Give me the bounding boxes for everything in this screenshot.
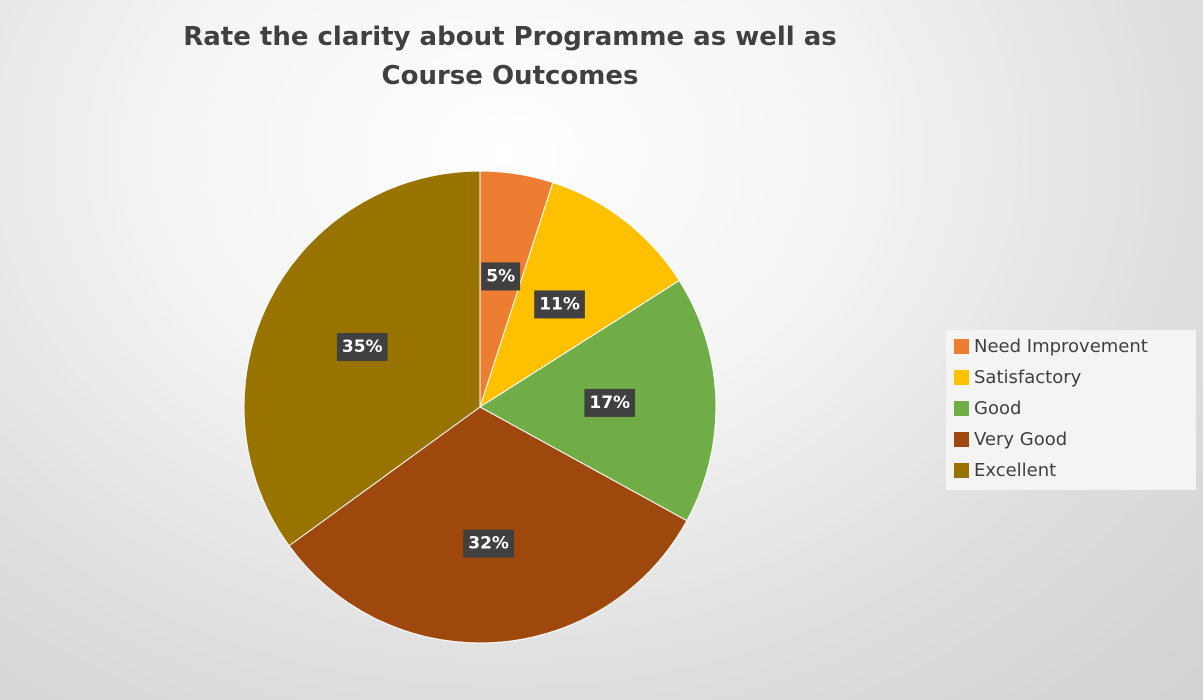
data-label-good: 17% (584, 388, 636, 417)
legend-label-satisfactory: Satisfactory (974, 366, 1082, 388)
data-label-need-improvement: 5% (481, 262, 521, 291)
legend-swatch-need-improvement (954, 338, 969, 354)
legend-swatch-satisfactory (954, 369, 969, 385)
data-label-very-good: 32% (463, 529, 514, 558)
data-label-text-satisfactory: 11% (539, 294, 580, 314)
legend-item-very-good: Very Good (954, 427, 1067, 451)
chart-title: Rate the clarity about Programme as well… (183, 22, 837, 91)
legend-label-need-improvement: Need Improvement (974, 335, 1148, 357)
legend-swatch-good (954, 400, 969, 416)
data-label-box-need-improvement (481, 262, 521, 291)
legend-item-excellent: Excellent (954, 458, 1056, 482)
legend-swatch-very-good (954, 431, 969, 447)
data-label-box-very-good (463, 529, 514, 558)
legend-swatch-excellent (954, 462, 969, 478)
legend: Need Improvement Satisfactory Good Very Goo… (946, 330, 1196, 490)
legend-label-very-good: Very Good (974, 428, 1068, 450)
data-label-satisfactory: 11% (534, 290, 585, 319)
legend-label-good: Good (974, 397, 1022, 419)
pie-slice-very-good (288, 406, 688, 644)
data-label-box-good (584, 388, 636, 417)
data-label-text-good: 17% (589, 393, 630, 413)
legend-item-satisfactory: Satisfactory (954, 365, 1081, 389)
legend-item-need-improvement: Need Improvement (954, 334, 1148, 358)
data-label-text-excellent: 35% (342, 337, 383, 357)
data-label-text-very-good: 32% (468, 534, 509, 554)
data-label-text-need-improvement: 5% (486, 266, 515, 286)
data-label-box-satisfactory (534, 290, 585, 319)
legend-item-good: Good (954, 396, 1021, 420)
legend-label-excellent: Excellent (974, 459, 1057, 481)
data-label-excellent: 35% (336, 333, 388, 362)
data-label-box-excellent (336, 333, 388, 362)
